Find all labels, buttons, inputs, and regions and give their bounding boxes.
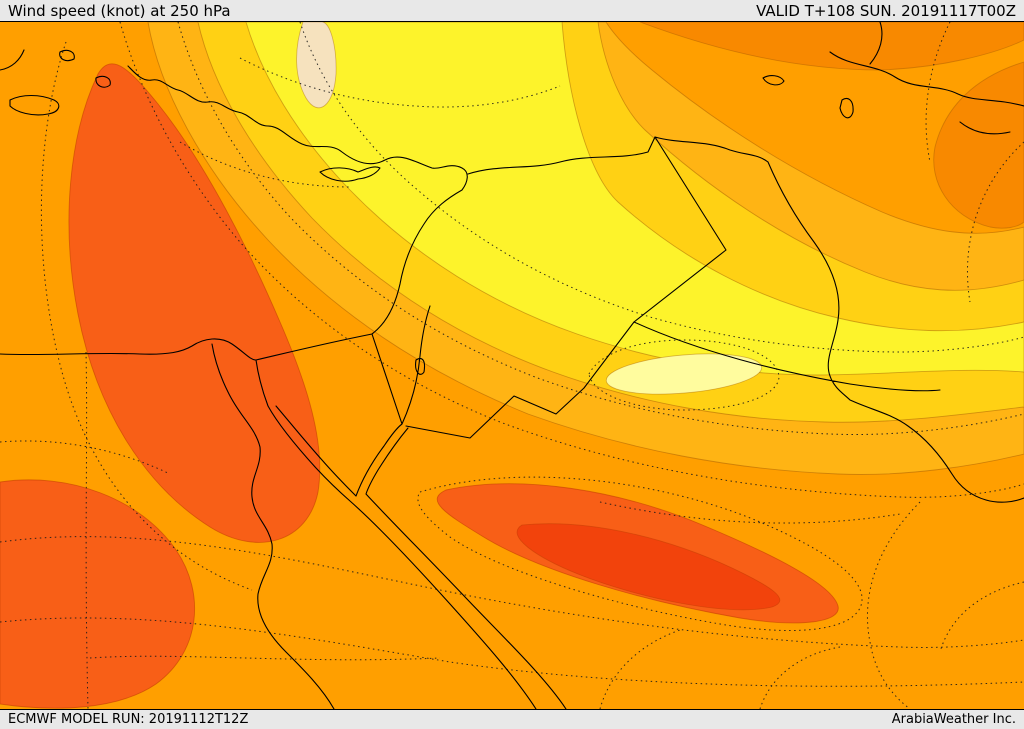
southwest-jet-maxima bbox=[0, 63, 839, 709]
contour-spot-pale-yellow bbox=[605, 353, 763, 395]
header-bar: Wind speed (knot) at 250 hPa VALID T+108… bbox=[0, 0, 1024, 22]
contour-core-deep-red bbox=[516, 523, 781, 611]
brand-label: ArabiaWeather Inc. bbox=[891, 712, 1016, 727]
northeast-jet-bands bbox=[639, 22, 1024, 229]
contour-spot-cream bbox=[296, 22, 337, 109]
contour-band-yellow bbox=[245, 22, 1024, 376]
speed-minimum-corridor bbox=[147, 22, 1024, 475]
weather-map bbox=[0, 22, 1024, 709]
footer-bar: ECMWF MODEL RUN: 20191112T12Z ArabiaWeat… bbox=[0, 709, 1024, 729]
dotted-contour-lines bbox=[0, 22, 1024, 709]
contour-blob-red-left bbox=[68, 63, 321, 543]
page-title: Wind speed (knot) at 250 hPa bbox=[8, 1, 231, 20]
coastline-border-lines bbox=[0, 22, 1024, 709]
contour-band-dark-orange-right bbox=[933, 61, 1024, 229]
valid-time-label: VALID T+108 SUN. 20191117T00Z bbox=[756, 1, 1016, 20]
wind-speed-contour-map bbox=[0, 22, 1024, 709]
model-run-label: ECMWF MODEL RUN: 20191112T12Z bbox=[8, 712, 249, 727]
contour-blob-red-bottom-left bbox=[0, 479, 195, 709]
